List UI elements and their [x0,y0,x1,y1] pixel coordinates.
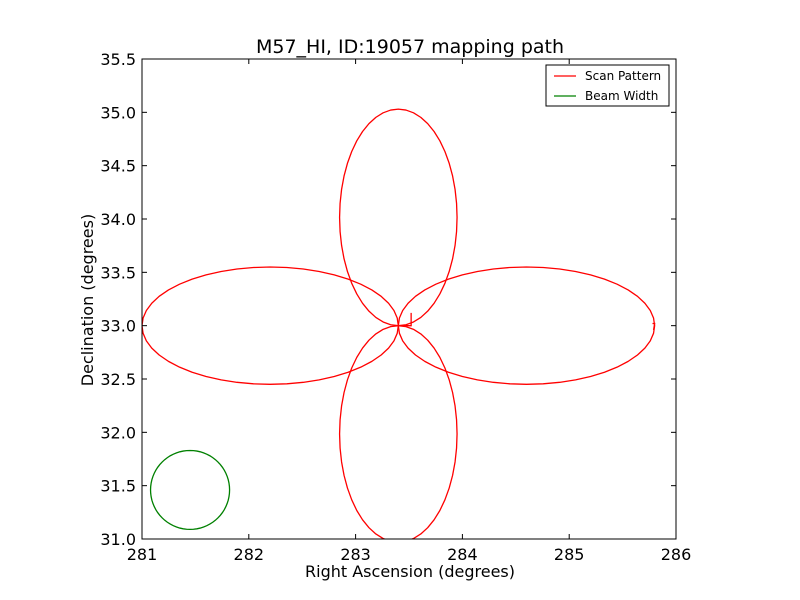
x-tick-label: 282 [234,545,265,564]
axes-frame [141,58,677,540]
legend: Scan Pattern Beam Width [545,64,670,107]
y-tick-label: 31.0 [100,530,136,549]
scan-start-segment [398,312,412,327]
y-tick-label: 34.5 [100,157,136,176]
y-axis-title: Declination (degrees) [78,214,97,386]
plot-area [142,59,676,539]
x-tick-label: 285 [554,545,585,564]
legend-box [545,64,670,107]
axes: 281 282 283 284 285 286 31.0 31.5 32.0 32.5 33.0 33… [100,50,691,564]
x-tick-label: 281 [127,545,158,564]
beam-width-circle [149,449,231,531]
legend-label: Scan Pattern [585,69,661,83]
x-tick-label: 284 [447,545,478,564]
y-tick-label: 31.5 [100,477,136,496]
scan-petal-left [142,266,399,385]
scan-petal-top [338,108,458,327]
y-tick-label: 35.0 [100,103,136,122]
y-tick-label: 33.0 [100,317,136,336]
y-tick-label: 32.5 [100,370,136,389]
scan-end-segment [652,322,656,331]
y-tick-label: 34.0 [100,210,136,229]
scan-petal-bottom [338,325,458,539]
x-tick-label: 283 [340,545,371,564]
y-tick-label: 35.5 [100,50,136,69]
y-tick-label: 32.0 [100,423,136,442]
chart-title: M57_HI, ID:19057 mapping path [256,36,564,58]
legend-label: Beam Width [585,89,658,103]
x-axis-title: Right Ascension (degrees) [305,562,515,581]
plot-background [142,59,676,539]
y-tick-label: 33.5 [100,263,136,282]
x-tick-label: 286 [661,545,692,564]
